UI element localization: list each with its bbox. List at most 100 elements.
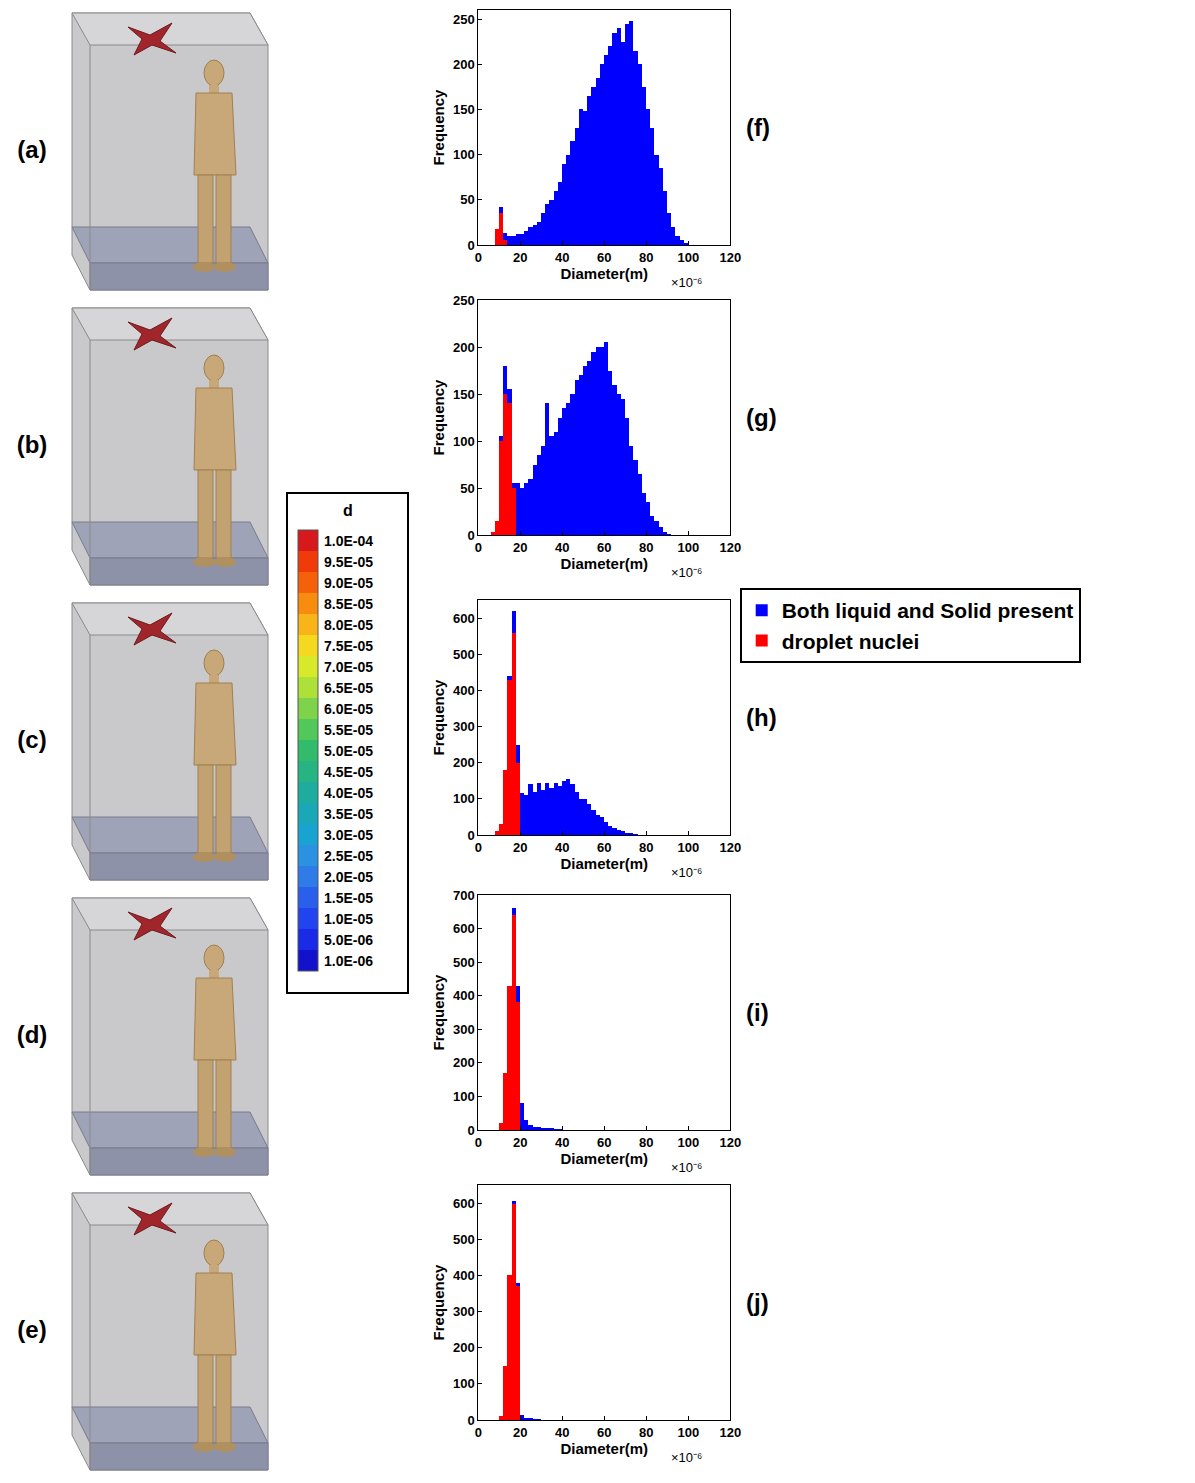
svg-text:100: 100 xyxy=(677,1425,699,1440)
svg-text:(i): (i) xyxy=(746,999,769,1026)
svg-text:80: 80 xyxy=(639,1425,653,1440)
svg-text:Diameter(m): Diameter(m) xyxy=(561,1440,649,1457)
svg-text:100: 100 xyxy=(677,1135,699,1150)
svg-text:5.0E-06: 5.0E-06 xyxy=(324,932,373,948)
svg-text:4.5E-05: 4.5E-05 xyxy=(324,764,373,780)
svg-text:5.5E-05: 5.5E-05 xyxy=(324,722,373,738)
svg-text:100: 100 xyxy=(677,840,699,855)
svg-text:600: 600 xyxy=(453,611,475,626)
svg-text:100: 100 xyxy=(453,1089,475,1104)
svg-text:80: 80 xyxy=(639,250,653,265)
svg-text:200: 200 xyxy=(453,57,475,72)
svg-text:500: 500 xyxy=(453,1232,475,1247)
svg-text:80: 80 xyxy=(639,840,653,855)
svg-text:Frequency: Frequency xyxy=(430,1264,447,1341)
svg-text:200: 200 xyxy=(453,340,475,355)
svg-text:(f): (f) xyxy=(746,114,770,141)
svg-text:8.5E-05: 8.5E-05 xyxy=(324,596,373,612)
svg-text:40: 40 xyxy=(555,540,569,555)
svg-text:50: 50 xyxy=(460,192,474,207)
svg-text:40: 40 xyxy=(555,840,569,855)
svg-text:(j): (j) xyxy=(746,1289,769,1316)
svg-text:120: 120 xyxy=(719,1135,741,1150)
svg-text:300: 300 xyxy=(453,1022,475,1037)
svg-text:1.0E-04: 1.0E-04 xyxy=(324,533,373,549)
svg-text:20: 20 xyxy=(513,1135,527,1150)
svg-text:100: 100 xyxy=(677,250,699,265)
svg-text:0: 0 xyxy=(475,1135,482,1150)
svg-text:3.5E-05: 3.5E-05 xyxy=(324,806,373,822)
svg-text:0: 0 xyxy=(475,250,482,265)
svg-text:2.0E-05: 2.0E-05 xyxy=(324,869,373,885)
svg-text:(e): (e) xyxy=(17,1316,46,1343)
svg-text:(c): (c) xyxy=(17,726,46,753)
svg-text:(d): (d) xyxy=(17,1021,48,1048)
svg-text:1.0E-06: 1.0E-06 xyxy=(324,953,373,969)
svg-text:8.0E-05: 8.0E-05 xyxy=(324,617,373,633)
svg-text:5.0E-05: 5.0E-05 xyxy=(324,743,373,759)
svg-text:100: 100 xyxy=(677,540,699,555)
svg-text:300: 300 xyxy=(453,1304,475,1319)
svg-text:150: 150 xyxy=(453,387,475,402)
svg-text:250: 250 xyxy=(453,293,475,308)
svg-text:500: 500 xyxy=(453,647,475,662)
svg-text:0: 0 xyxy=(475,540,482,555)
svg-text:60: 60 xyxy=(597,840,611,855)
svg-text:0: 0 xyxy=(467,828,474,843)
svg-text:40: 40 xyxy=(555,250,569,265)
svg-text:7.5E-05: 7.5E-05 xyxy=(324,638,373,654)
svg-text:d: d xyxy=(343,502,353,519)
svg-text:400: 400 xyxy=(453,1268,475,1283)
svg-text:20: 20 xyxy=(513,540,527,555)
svg-text:3.0E-05: 3.0E-05 xyxy=(324,827,373,843)
svg-text:20: 20 xyxy=(513,250,527,265)
svg-text:20: 20 xyxy=(513,840,527,855)
svg-text:0: 0 xyxy=(475,840,482,855)
svg-text:80: 80 xyxy=(639,540,653,555)
svg-text:1.5E-05: 1.5E-05 xyxy=(324,890,373,906)
svg-text:60: 60 xyxy=(597,1135,611,1150)
svg-text:60: 60 xyxy=(597,1425,611,1440)
svg-text:200: 200 xyxy=(453,1055,475,1070)
svg-text:droplet nuclei: droplet nuclei xyxy=(782,630,920,653)
svg-text:×10⁻⁶: ×10⁻⁶ xyxy=(671,1450,702,1465)
svg-text:600: 600 xyxy=(453,921,475,936)
svg-text:7.0E-05: 7.0E-05 xyxy=(324,659,373,675)
svg-text:×10⁻⁶: ×10⁻⁶ xyxy=(671,565,702,580)
svg-text:2.5E-05: 2.5E-05 xyxy=(324,848,373,864)
svg-text:9.0E-05: 9.0E-05 xyxy=(324,575,373,591)
svg-text:Frequency: Frequency xyxy=(430,379,447,456)
svg-text:40: 40 xyxy=(555,1425,569,1440)
svg-text:100: 100 xyxy=(453,791,475,806)
svg-text:200: 200 xyxy=(453,1340,475,1355)
svg-text:500: 500 xyxy=(453,955,475,970)
svg-text:100: 100 xyxy=(453,434,475,449)
svg-text:20: 20 xyxy=(513,1425,527,1440)
svg-text:80: 80 xyxy=(639,1135,653,1150)
svg-text:Diameter(m): Diameter(m) xyxy=(561,1150,649,1167)
svg-text:300: 300 xyxy=(453,719,475,734)
svg-text:250: 250 xyxy=(453,12,475,27)
svg-text:(g): (g) xyxy=(746,404,777,431)
svg-text:0: 0 xyxy=(475,1425,482,1440)
svg-text:50: 50 xyxy=(460,481,474,496)
svg-text:120: 120 xyxy=(719,540,741,555)
svg-text:40: 40 xyxy=(555,1135,569,1150)
svg-text:Frequency: Frequency xyxy=(430,974,447,1051)
svg-text:120: 120 xyxy=(719,250,741,265)
svg-text:Frequency: Frequency xyxy=(430,679,447,756)
svg-text:120: 120 xyxy=(719,1425,741,1440)
svg-text:600: 600 xyxy=(453,1196,475,1211)
svg-text:60: 60 xyxy=(597,250,611,265)
svg-text:0: 0 xyxy=(467,1413,474,1428)
svg-text:0: 0 xyxy=(467,238,474,253)
svg-text:150: 150 xyxy=(453,102,475,117)
svg-text:0: 0 xyxy=(467,1123,474,1138)
svg-text:(a): (a) xyxy=(17,136,46,163)
svg-text:6.0E-05: 6.0E-05 xyxy=(324,701,373,717)
svg-text:×10⁻⁶: ×10⁻⁶ xyxy=(671,275,702,290)
svg-text:120: 120 xyxy=(719,840,741,855)
svg-text:Both liquid and Solid present: Both liquid and Solid present xyxy=(782,599,1074,622)
svg-text:60: 60 xyxy=(597,540,611,555)
svg-text:×10⁻⁶: ×10⁻⁶ xyxy=(671,865,702,880)
